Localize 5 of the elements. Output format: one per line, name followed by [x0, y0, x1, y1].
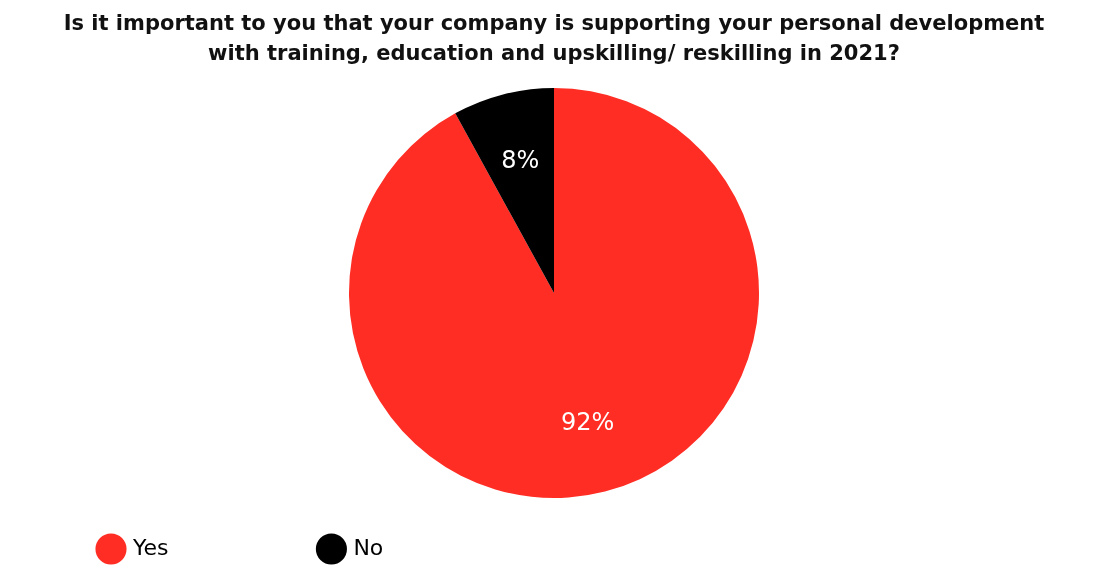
data-label: 8% [501, 146, 540, 175]
data-label: 92% [560, 408, 615, 437]
legend-label: No [353, 534, 496, 560]
legend-label: Yes [132, 534, 281, 560]
chart-title: Is it important to you that your company is supporting your personal development with training, education and upskilling/ reskilling in 2021? [62, 10, 1046, 67]
